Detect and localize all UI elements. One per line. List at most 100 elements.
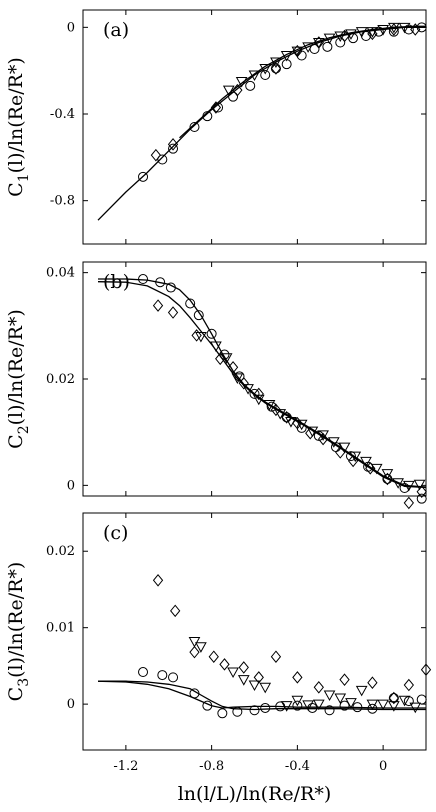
data-point-diamond: [227, 361, 239, 374]
data-point-circle: [138, 171, 149, 182]
data-point-triangle: [195, 642, 207, 653]
data-point-circle: [322, 41, 333, 52]
plot-frame: [82, 512, 427, 751]
data-point-triangle: [280, 51, 293, 62]
model-curve: [97, 680, 426, 709]
data-point-circle: [416, 22, 427, 33]
data-point-triangle: [377, 699, 389, 711]
data-point-circle: [228, 91, 239, 102]
data-point-triangle: [345, 29, 357, 40]
data-point-circle: [168, 143, 179, 154]
data-point-triangle: [259, 682, 272, 694]
data-point-diamond: [238, 376, 249, 390]
y-tick-label: 0.02: [46, 372, 75, 387]
data-point-diamond: [189, 645, 200, 659]
x-axis-label: ln(l/L)/ln(Re/R*): [178, 783, 332, 805]
data-point-triangle: [291, 46, 304, 58]
data-point-circle: [168, 672, 179, 683]
data-point-triangle: [370, 463, 383, 475]
data-point-circle: [388, 26, 399, 37]
data-point-triangle: [334, 31, 347, 43]
data-point-circle: [185, 298, 196, 309]
data-point-triangle: [302, 700, 314, 711]
data-point-diamond: [253, 387, 264, 401]
data-point-circle: [367, 703, 378, 714]
data-point-triangle: [242, 384, 254, 395]
y-axis-label: C1(l)/ln(Re/R*): [5, 57, 32, 197]
data-point-diamond: [403, 496, 414, 510]
data-point-triangle: [349, 451, 362, 463]
data-point-triangle: [323, 690, 336, 701]
data-point-diamond: [208, 650, 219, 664]
data-point-triangle: [338, 442, 351, 454]
data-point-triangle: [327, 437, 340, 448]
data-point-triangle: [392, 478, 404, 489]
data-point-triangle: [312, 38, 325, 49]
panel-label: (c): [103, 522, 128, 544]
data-point-diamond: [403, 678, 414, 692]
data-point-circle: [416, 694, 427, 705]
data-point-triangle: [355, 27, 368, 38]
data-point-triangle: [403, 480, 415, 492]
data-point-diamond: [270, 403, 282, 417]
data-point-circle: [266, 401, 277, 412]
data-point-circle: [292, 700, 303, 711]
data-point-circle: [234, 371, 245, 382]
plot-frame: [82, 9, 427, 245]
data-point-triangle: [413, 479, 426, 491]
data-point-circle: [249, 388, 260, 399]
data-point-circle: [165, 282, 176, 293]
data-point-circle: [213, 102, 224, 113]
data-point-triangle: [280, 701, 293, 712]
y-axis-label: C2(l)/ln(Re/R*): [5, 309, 32, 449]
data-point-circle: [157, 154, 168, 165]
data-point-triangle: [360, 456, 372, 468]
data-point-diamond: [150, 148, 162, 162]
data-point-triangle: [227, 667, 239, 679]
data-point-triangle: [366, 27, 379, 38]
y-tick-label: 0.04: [46, 266, 75, 281]
data-point-circle: [260, 702, 271, 713]
data-point-triangle: [248, 70, 261, 82]
panel-a: 0 -0.4 -0.8 (a) C1(l)/ln(Re/R*): [5, 9, 427, 245]
data-point-circle: [138, 667, 149, 678]
data-point-diamond: [191, 329, 202, 342]
data-point-triangle: [295, 419, 308, 431]
data-point-circle: [416, 493, 427, 504]
data-point-triangle: [285, 417, 297, 428]
data-point-triangle: [274, 409, 287, 420]
data-point-triangle: [398, 22, 411, 34]
data-point-circle: [217, 708, 228, 719]
data-point-diamond: [232, 83, 243, 97]
data-point-diamond: [339, 29, 350, 43]
data-point-triangle: [270, 57, 282, 69]
data-point-circle: [138, 274, 149, 285]
data-point-triangle: [377, 25, 389, 36]
data-point-triangle: [398, 695, 411, 707]
data-point-circle: [206, 328, 217, 339]
model-curve: [98, 278, 427, 488]
data-point-circle: [157, 670, 168, 681]
data-point-triangle: [222, 85, 235, 97]
data-point-circle: [270, 63, 281, 74]
data-point-triangle: [381, 469, 394, 480]
model-curve: [97, 26, 426, 221]
data-point-diamond: [410, 23, 421, 36]
data-point-triangle: [302, 42, 314, 53]
data-point-triangle: [252, 394, 265, 406]
data-point-diamond: [339, 673, 350, 686]
data-point-circle: [348, 33, 359, 44]
data-point-triangle: [312, 699, 325, 711]
data-point-circle: [352, 702, 363, 713]
data-point-diamond: [281, 411, 292, 424]
data-point-diamond: [270, 62, 282, 75]
data-point-circle: [189, 688, 200, 699]
data-point-triangle: [291, 695, 304, 707]
y-tick-label: 0: [67, 478, 75, 493]
data-point-triangle: [195, 331, 207, 343]
panel-label: (a): [103, 19, 129, 41]
data-point-triangle: [220, 353, 233, 364]
plot-frame: [82, 261, 427, 497]
data-point-triangle: [248, 680, 261, 692]
